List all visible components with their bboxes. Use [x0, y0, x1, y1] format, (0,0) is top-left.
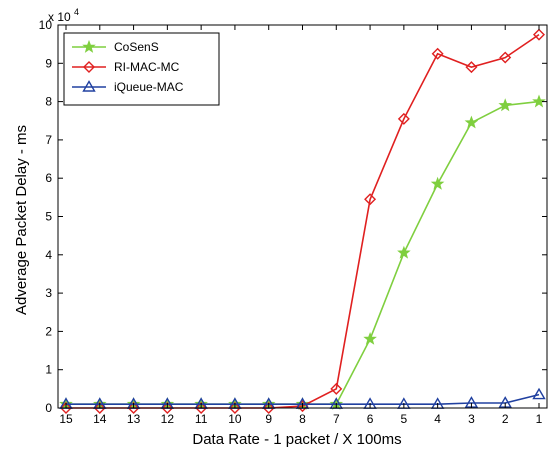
- x-tick-label: 7: [333, 412, 340, 426]
- x-tick-label: 11: [195, 412, 208, 426]
- x-axis-label: Data Rate - 1 packet / X 100ms: [192, 431, 401, 448]
- y-tick-label: 9: [45, 56, 52, 70]
- data-point: [498, 98, 512, 112]
- x-tick-label: 10: [228, 412, 242, 426]
- x-tick-label: 9: [265, 412, 272, 426]
- data-point: [533, 28, 545, 41]
- x-tick-label: 6: [367, 412, 374, 426]
- y-tick-label: 5: [45, 210, 52, 224]
- y-axis-multiplier-base: x 10: [48, 10, 71, 24]
- data-point: [397, 245, 411, 259]
- legend-marker: [82, 39, 96, 53]
- y-tick-label: 8: [45, 95, 52, 109]
- y-tick-label: 1: [45, 363, 52, 377]
- y-axis-multiplier: x 10 4: [48, 7, 79, 24]
- data-point: [397, 112, 410, 125]
- legend-label: iQueue-MAC: [114, 80, 184, 94]
- data-point: [228, 402, 241, 414]
- legend-marker: [83, 61, 95, 73]
- y-tick-label: 2: [45, 324, 52, 338]
- legend-label: RI-MAC-MC: [114, 60, 180, 74]
- x-tick-label: 12: [161, 412, 175, 426]
- legend: CoSenS RI-MAC-MC iQueue-MAC: [63, 32, 220, 106]
- y-tick-label: 3: [45, 286, 52, 300]
- y-tick-label: 4: [45, 248, 52, 262]
- y-axis-multiplier-exponent: 4: [74, 7, 79, 17]
- y-tick-label: 10: [39, 18, 53, 32]
- data-point: [363, 331, 377, 345]
- plot-frame: [57, 24, 548, 409]
- data-point: [364, 193, 377, 206]
- y-tick-label: 7: [45, 133, 52, 147]
- data-point: [60, 402, 72, 414]
- data-point: [532, 94, 546, 108]
- data-point: [532, 387, 546, 400]
- x-tick-label: 8: [299, 412, 306, 426]
- x-tick-label: 13: [127, 412, 141, 426]
- data-point: [431, 47, 444, 60]
- data-point: [430, 176, 445, 190]
- data-point: [465, 61, 478, 74]
- data-point: [330, 382, 343, 395]
- data-point: [161, 402, 174, 414]
- x-tick-label: 15: [59, 412, 73, 426]
- x-tick-label: 14: [93, 412, 107, 426]
- legend-label: CoSenS: [114, 40, 159, 54]
- data-point: [464, 115, 479, 129]
- y-tick-label: 6: [45, 171, 52, 185]
- data-point: [262, 402, 275, 414]
- x-tick-label: 4: [434, 412, 441, 426]
- data-point: [93, 402, 106, 414]
- x-tick-label: 5: [401, 412, 408, 426]
- data-point: [127, 402, 140, 414]
- x-tick-label: 1: [536, 412, 543, 426]
- x-tick-label: 3: [468, 412, 475, 426]
- legend-marker: [82, 80, 96, 92]
- data-point: [499, 51, 512, 64]
- data-point: [195, 402, 208, 414]
- y-tick-label: 0: [45, 401, 52, 415]
- x-tick-label: 2: [502, 412, 509, 426]
- y-axis-label: Adverage Packet Delay - ms: [13, 125, 30, 315]
